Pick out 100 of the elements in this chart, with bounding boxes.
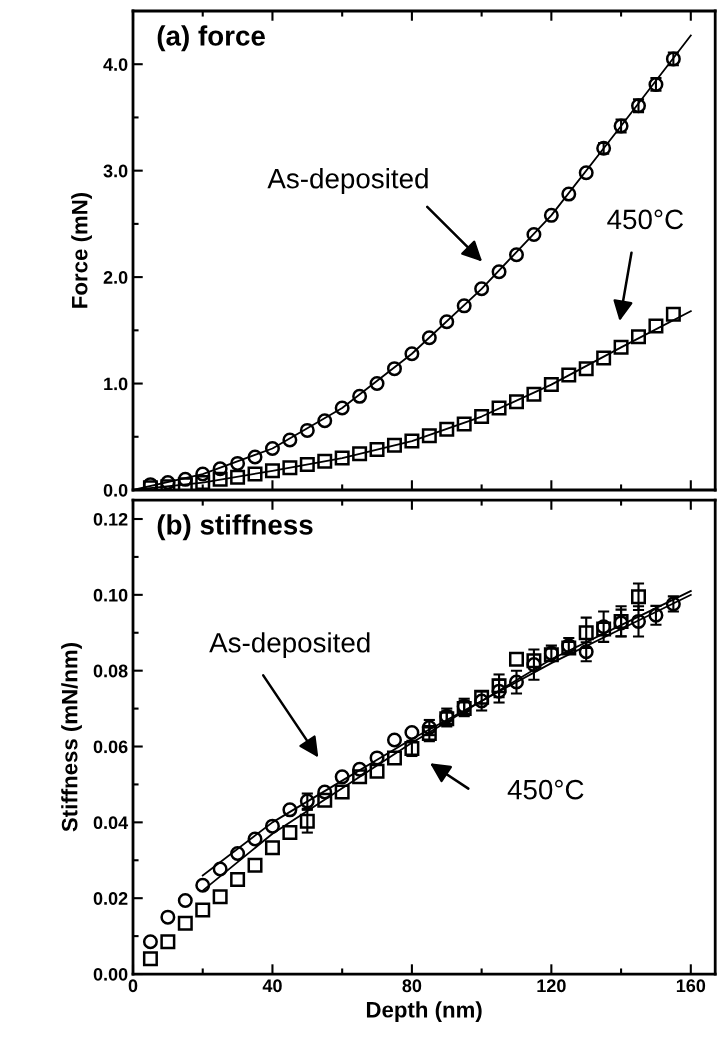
point (491, 400, 507, 416)
y-tick-label: 0.10 (93, 588, 128, 602)
point (526, 227, 542, 243)
point (456, 298, 472, 314)
point (421, 428, 437, 444)
point (508, 674, 524, 690)
point (526, 653, 542, 669)
point (334, 769, 350, 785)
point (404, 346, 420, 362)
point (299, 456, 315, 472)
point (474, 689, 490, 705)
y-tick-label: 0.04 (93, 816, 129, 830)
point (439, 421, 455, 437)
point (386, 750, 402, 766)
point (230, 872, 246, 888)
point (195, 902, 211, 918)
point (264, 818, 280, 834)
point (369, 376, 385, 392)
point (142, 951, 158, 967)
y-tick-label: 3.0 (103, 164, 128, 178)
y-tick-label: 4.0 (103, 58, 128, 71)
point (526, 386, 542, 402)
annotation: 450°C (507, 779, 584, 800)
y-tick-label: 0.02 (93, 892, 128, 905)
chart-title: (a) force (157, 25, 265, 52)
point (456, 416, 472, 432)
point (230, 469, 246, 485)
point (613, 339, 629, 355)
x-tick-label: 40 (262, 979, 282, 993)
point (247, 831, 263, 847)
point (177, 892, 193, 908)
point (352, 446, 368, 462)
x-tick-label: 120 (537, 979, 566, 993)
point (631, 329, 647, 345)
point (369, 763, 385, 779)
point (282, 432, 298, 448)
x-tick-label: 160 (676, 979, 706, 993)
point (386, 437, 402, 453)
point (474, 281, 490, 297)
x-tick-label: 80 (402, 979, 422, 993)
point (404, 724, 420, 740)
point (282, 825, 298, 841)
point (247, 466, 263, 482)
point (212, 889, 228, 905)
point (334, 784, 350, 800)
point (247, 449, 263, 465)
point (230, 455, 246, 471)
point (317, 453, 333, 469)
point (230, 845, 246, 861)
point (491, 678, 507, 694)
y-tick-label: 0.08 (93, 664, 128, 678)
point (334, 400, 350, 416)
point (317, 784, 333, 800)
point (352, 769, 368, 785)
x-tick-label: 0 (128, 979, 138, 993)
point (195, 877, 211, 893)
point (264, 840, 280, 856)
point (386, 361, 402, 377)
point (543, 207, 559, 223)
y-tick-label: 2.0 (103, 271, 128, 284)
point (665, 306, 681, 322)
y-tick-label: 0.0 (103, 483, 128, 497)
y-tick-label: 0.00 (93, 967, 128, 981)
y-tick-label: 0.06 (93, 740, 128, 754)
x-axis-title: Depth (nm) (366, 1001, 482, 1022)
point (508, 247, 524, 263)
point (177, 915, 193, 931)
annotation: As-deposited (209, 632, 370, 659)
annotation: As-deposited (267, 168, 428, 194)
point (160, 934, 176, 950)
point (299, 422, 315, 438)
point (264, 463, 280, 479)
point (282, 802, 298, 818)
point (596, 350, 612, 366)
point (160, 909, 176, 925)
point (561, 186, 577, 202)
point (404, 433, 420, 449)
point (474, 409, 490, 425)
annotation: 450°C (607, 209, 684, 230)
point (334, 450, 350, 466)
point (317, 792, 333, 808)
point (386, 732, 402, 748)
point (369, 750, 385, 766)
point (421, 330, 437, 346)
y-axis-title: Stiffness (mN/nm) (61, 643, 82, 832)
point (212, 861, 228, 877)
point (578, 361, 594, 377)
point (491, 264, 507, 280)
point (352, 388, 368, 404)
point (648, 318, 664, 334)
point (142, 934, 158, 950)
point (195, 475, 211, 490)
point (264, 440, 280, 456)
chart-title: (b) stiffness (157, 514, 313, 541)
point (369, 442, 385, 458)
point (247, 857, 263, 873)
point (212, 471, 228, 487)
y-tick-label: 0.12 (93, 512, 128, 526)
point (212, 461, 228, 477)
point (578, 625, 594, 641)
